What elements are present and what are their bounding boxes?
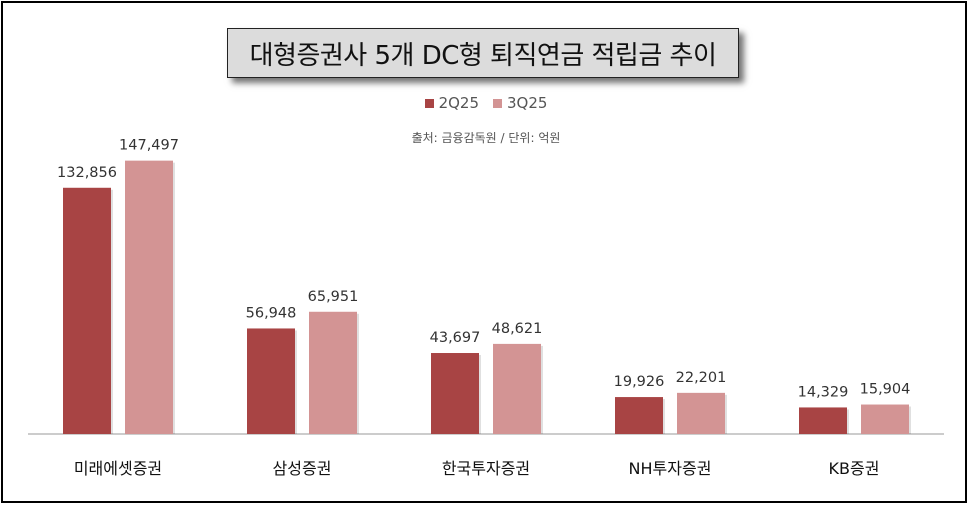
bar-2q25-0 — [63, 187, 111, 434]
bar-2q25-2 — [431, 353, 479, 434]
bar-2q25-3 — [615, 397, 663, 434]
value-label-3q25-3: 22,201 — [676, 370, 727, 386]
value-label-3q25-0: 147,497 — [119, 138, 179, 154]
value-label-3q25-4: 15,904 — [860, 382, 911, 398]
value-label-2q25-2: 43,697 — [430, 330, 481, 346]
chart-title-box: 대형증권사 5개 DC형 퇴직연금 적립금 추이 — [227, 28, 739, 78]
category-label-4: KB증권 — [829, 459, 880, 478]
bar-3q25-0 — [125, 160, 173, 434]
bar-3q25-1 — [309, 311, 357, 434]
legend-swatch-3q25 — [493, 98, 502, 108]
bar-2q25-4 — [799, 407, 847, 434]
category-label-0: 미래에셋증권 — [74, 459, 162, 478]
bar-2q25-1 — [247, 328, 295, 434]
value-label-2q25-1: 56,948 — [246, 305, 297, 321]
legend: 2Q25 3Q25 — [0, 94, 972, 112]
legend-label-3q25: 3Q25 — [507, 94, 548, 112]
bar-3q25-4 — [861, 404, 909, 434]
chart-title: 대형증권사 5개 DC형 퇴직연금 적립금 추이 — [249, 40, 717, 71]
source-note: 출처: 금융감독원 / 단위: 억원 — [411, 131, 561, 145]
legend-swatch-2q25 — [424, 98, 434, 108]
value-label-2q25-0: 132,856 — [57, 165, 117, 181]
value-label-2q25-3: 19,926 — [614, 374, 665, 390]
legend-item-2q25: 2Q25 — [424, 94, 479, 112]
value-label-3q25-2: 48,621 — [492, 321, 543, 337]
bar-3q25-3 — [677, 392, 725, 434]
legend-item-3q25: 3Q25 — [493, 94, 547, 112]
category-label-2: 한국투자증권 — [442, 459, 530, 478]
category-label-1: 삼성증권 — [273, 459, 332, 478]
value-label-3q25-1: 65,951 — [308, 289, 359, 305]
value-label-2q25-4: 14,329 — [798, 384, 849, 400]
category-label-3: NH투자증권 — [629, 459, 712, 478]
bar-3q25-2 — [493, 343, 541, 434]
legend-label-2q25: 2Q25 — [438, 94, 479, 112]
